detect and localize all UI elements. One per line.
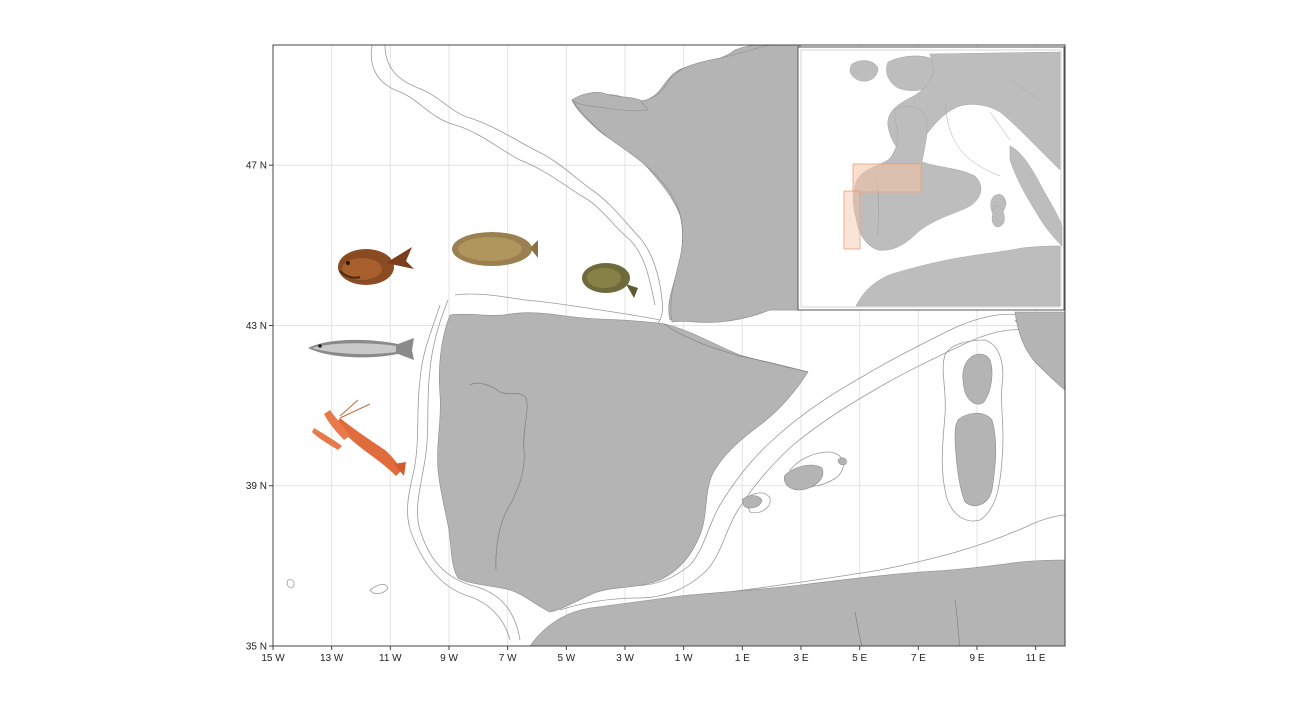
balearic-islands: [784, 464, 824, 491]
x-tick-label: 15 W: [261, 653, 285, 664]
anglerfish-icon: [338, 247, 414, 285]
x-tick-label: 11 E: [1026, 653, 1046, 664]
y-tick-label: 39 N: [246, 481, 267, 492]
north-africa-land: [529, 559, 1066, 647]
norway-lobster-icon: [312, 399, 406, 476]
inset-map: [797, 46, 1065, 311]
x-tick-label: 1 E: [735, 653, 750, 664]
x-tick-label: 7 E: [911, 653, 926, 664]
corsica-land: [962, 353, 993, 405]
x-tick-label: 3 W: [616, 653, 634, 664]
x-tick-label: 13 W: [320, 653, 344, 664]
x-tick-label: 11 W: [379, 653, 402, 664]
sardinia-land: [954, 412, 997, 506]
inset-highlight-west: [843, 190, 861, 250]
map-frame: [272, 44, 1066, 647]
x-tick-label: 3 E: [793, 653, 808, 664]
y-tick-label: 43 N: [246, 321, 267, 332]
inset-highlight-north: [852, 163, 922, 193]
flatfish-icon: [582, 263, 638, 298]
hake-icon: [308, 338, 414, 360]
iberian-peninsula: [437, 312, 809, 613]
x-tick-label: 5 W: [557, 653, 575, 664]
x-tick-label: 7 W: [499, 653, 517, 664]
italy-land: [1014, 311, 1066, 391]
x-tick-label: 1 W: [675, 653, 693, 664]
x-tick-label: 9 W: [440, 653, 458, 664]
land-masses: [437, 44, 1066, 647]
y-tick-label: 35 N: [246, 642, 267, 653]
x-tick-label: 5 E: [852, 653, 867, 664]
y-axis: 47 N 43 N 39 N 35 N: [246, 161, 273, 653]
x-tick-label: 9 E: [969, 653, 984, 664]
country-borders: [469, 323, 961, 647]
sole-icon: [452, 232, 538, 266]
species-illustrations: [308, 232, 638, 476]
y-tick-label: 47 N: [246, 161, 267, 172]
x-axis: 15 W 13 W 11 W 9 W 7 W 5 W 3 W 1 W 1 E 3 E 5 E 7 E 9…: [261, 646, 1046, 664]
